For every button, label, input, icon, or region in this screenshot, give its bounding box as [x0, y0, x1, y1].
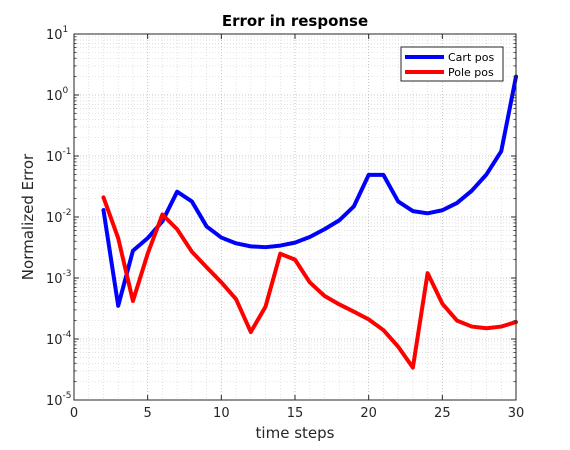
series-line-cart-pos [101, 74, 518, 308]
y-tick-label: 100 [46, 86, 69, 104]
y-tick-label: 10-2 [46, 208, 72, 226]
x-tick-label: 0 [70, 406, 78, 421]
legend: Cart pos Pole pos [400, 46, 504, 82]
x-tick-label: 10 [213, 406, 230, 421]
x-tick-label: 5 [144, 406, 152, 421]
x-tick-label: 30 [508, 406, 525, 421]
x-tick-labels: 0 5 10 15 20 25 30 [70, 406, 524, 421]
axis-ticks [73, 33, 517, 401]
x-tick-label: 15 [287, 406, 304, 421]
y-tick-labels: 10-5 10-4 10-3 10-2 10-1 100 101 [46, 25, 72, 409]
series-layer [101, 74, 518, 370]
y-axis-label: Normalized Error [19, 153, 37, 280]
y-tick-label: 10-1 [46, 147, 72, 165]
series-line-pole-pos [101, 195, 518, 370]
x-axis-label: time steps [256, 424, 335, 442]
chart-title: Error in response [222, 12, 368, 30]
major-grid [74, 34, 516, 400]
legend-label-cart-pos: Cart pos [448, 51, 494, 64]
x-tick-label: 25 [434, 406, 451, 421]
legend-box [400, 46, 504, 82]
x-tick-label: 20 [360, 406, 377, 421]
y-tick-label: 10-5 [46, 391, 72, 409]
y-tick-label: 10-3 [46, 269, 72, 287]
legend-label-pole-pos: Pole pos [448, 66, 494, 79]
y-tick-label: 101 [46, 25, 68, 43]
y-tick-label: 10-4 [46, 330, 72, 348]
